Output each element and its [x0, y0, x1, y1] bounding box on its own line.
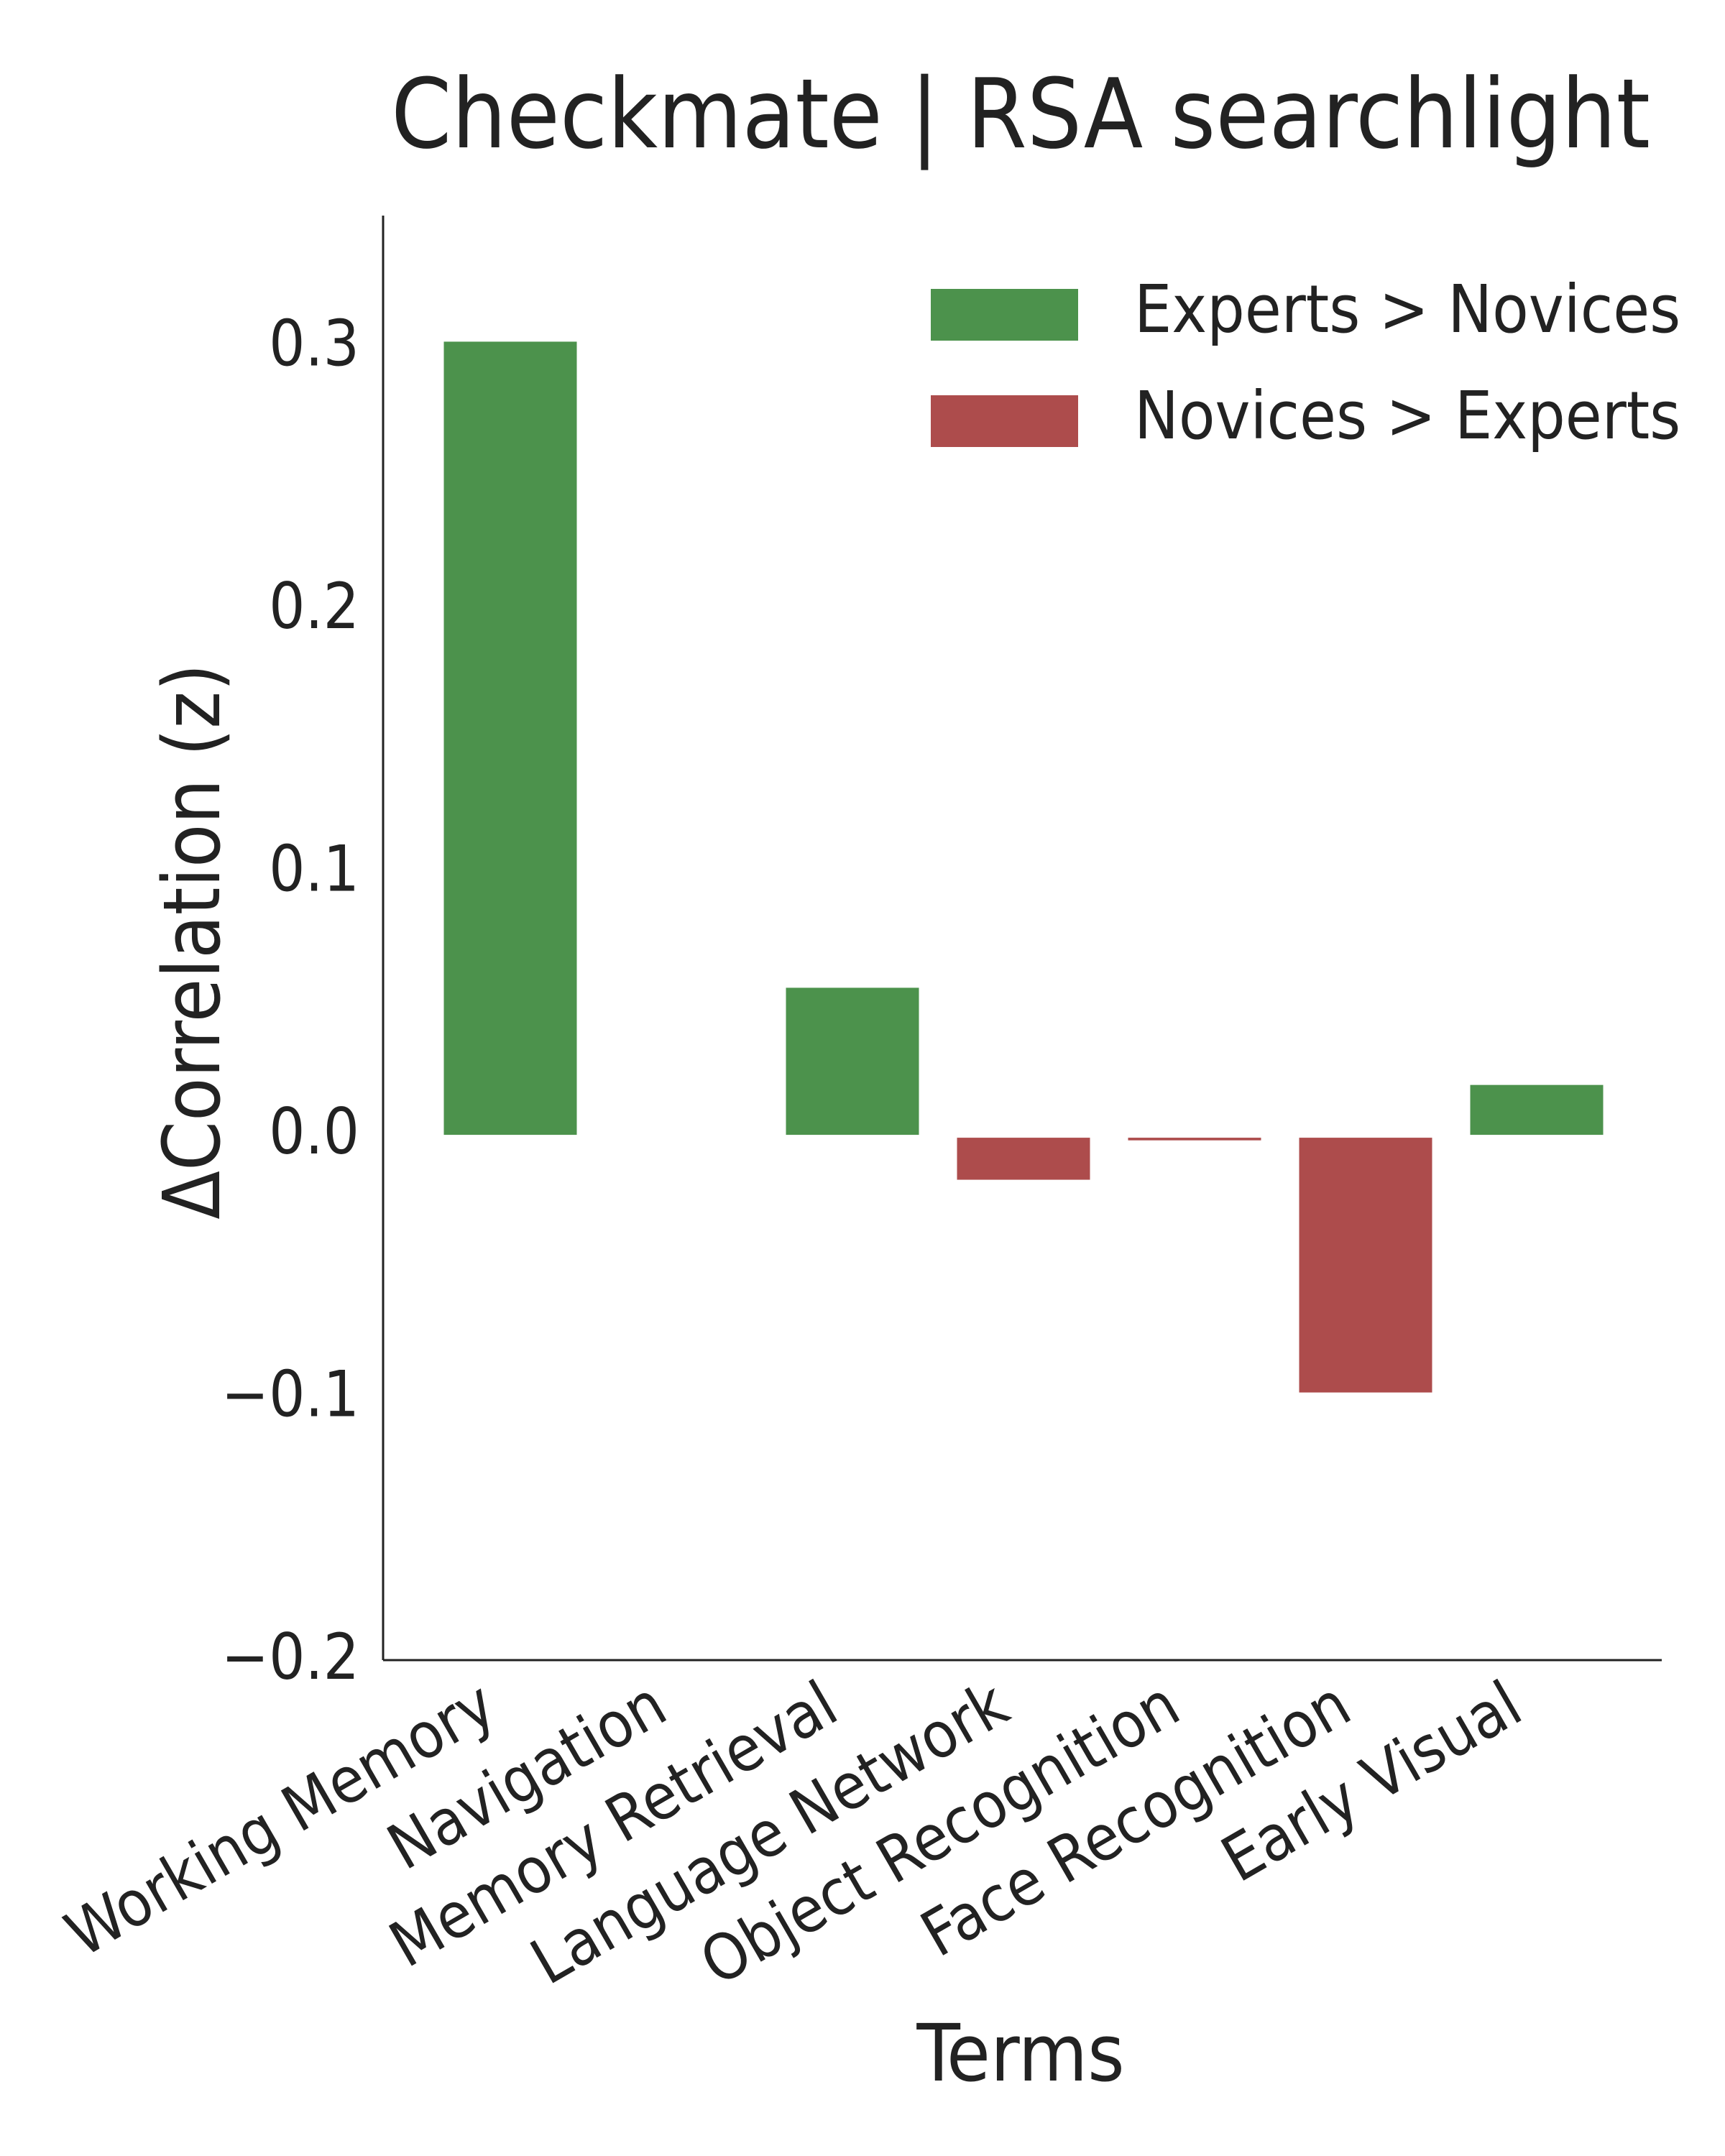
bar-object-recognition [1128, 1138, 1261, 1141]
bar-face-recognition [1299, 1138, 1432, 1393]
plot-area [382, 216, 1662, 1662]
legend-label: Novices > Experts [1134, 377, 1680, 454]
bar-working-memory [443, 341, 577, 1135]
y-tick-label: 0.0 [269, 1095, 359, 1169]
y-tick-label: 0.2 [269, 569, 359, 643]
y-tick-label: −0.2 [221, 1620, 359, 1694]
x-axis-label: Terms [916, 2007, 1124, 2099]
y-tick-label: 0.3 [269, 307, 359, 381]
legend-swatch [931, 395, 1078, 447]
y-tick-label: −0.1 [221, 1358, 359, 1432]
y-tick-label: 0.1 [269, 832, 359, 906]
y-axis-label: ΔCorrelation (z) [146, 663, 238, 1220]
legend-label: Experts > Novices [1134, 271, 1680, 348]
legend: Experts > Novices Novices > Experts [931, 271, 1680, 454]
y-axis-ticks: −0.2 −0.1 0.0 0.1 0.2 0.3 [221, 307, 359, 1694]
bar-language-network [957, 1138, 1090, 1180]
legend-swatch [931, 289, 1078, 341]
bar-early-visual [1470, 1084, 1604, 1135]
chart-title: Checkmate | RSA searchlight [391, 58, 1650, 170]
bar-memory-retrieval [786, 987, 919, 1135]
